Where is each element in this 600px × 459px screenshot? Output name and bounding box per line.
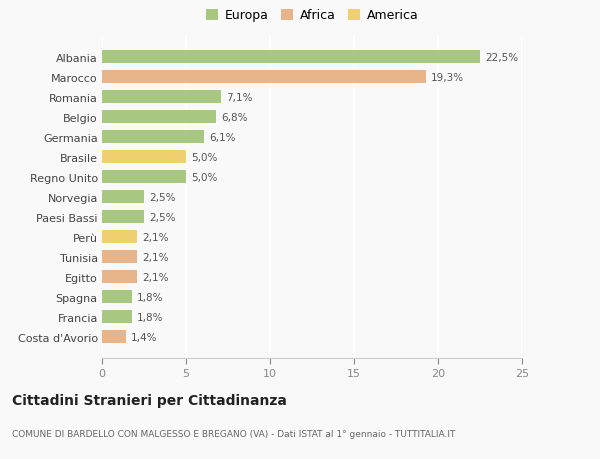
Text: 2,1%: 2,1% [142,272,169,282]
Bar [102,51,480,64]
Text: 5,0%: 5,0% [191,152,217,162]
Text: 1,8%: 1,8% [137,292,164,302]
Bar [102,171,186,184]
Bar [102,151,186,164]
Text: 5,0%: 5,0% [191,173,217,182]
Text: 2,1%: 2,1% [142,232,169,242]
Text: 7,1%: 7,1% [226,93,253,103]
Bar [102,231,137,244]
Bar [102,91,221,104]
Bar [102,131,205,144]
Legend: Europa, Africa, America: Europa, Africa, America [200,5,424,28]
Text: Cittadini Stranieri per Cittadinanza: Cittadini Stranieri per Cittadinanza [12,393,287,407]
Bar [102,271,137,284]
Text: 22,5%: 22,5% [485,53,518,63]
Bar [102,211,144,224]
Bar [102,291,132,303]
Bar [102,330,125,343]
Text: 1,4%: 1,4% [131,332,157,342]
Text: 6,1%: 6,1% [209,133,236,143]
Text: 2,1%: 2,1% [142,252,169,262]
Bar [102,311,132,324]
Text: 2,5%: 2,5% [149,192,176,202]
Bar [102,191,144,204]
Bar [102,251,137,263]
Text: 6,8%: 6,8% [221,112,248,123]
Bar [102,71,426,84]
Text: 2,5%: 2,5% [149,213,176,222]
Text: 1,8%: 1,8% [137,312,164,322]
Text: 19,3%: 19,3% [431,73,464,83]
Text: COMUNE DI BARDELLO CON MALGESSO E BREGANO (VA) - Dati ISTAT al 1° gennaio - TUTT: COMUNE DI BARDELLO CON MALGESSO E BREGAN… [12,429,455,438]
Bar [102,111,216,124]
